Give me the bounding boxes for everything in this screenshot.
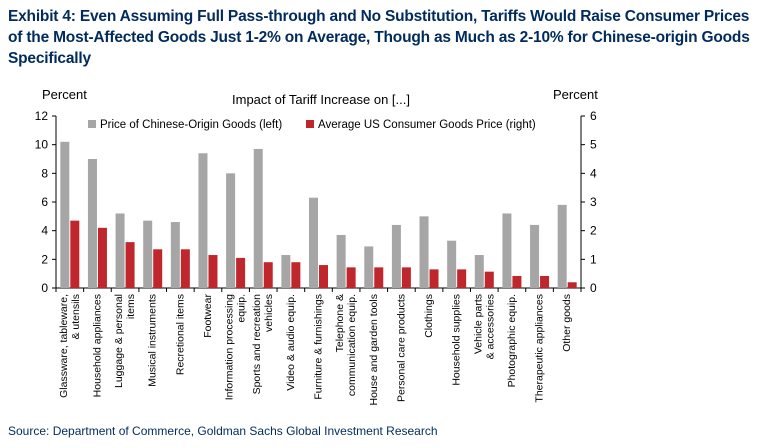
right-tick-label: 1 [590, 252, 597, 266]
right-axis-unit: Percent [553, 87, 598, 102]
left-tick-label: 2 [41, 252, 48, 266]
bar-us-average [263, 262, 273, 288]
category-label: Musical instruments [147, 294, 159, 387]
category-label: & accessories [484, 294, 496, 359]
legend-label-right: Average US Consumer Goods Price (right) [318, 119, 536, 131]
bar-us-average [236, 257, 246, 288]
category-label: Vehicle parts [472, 294, 484, 354]
bar-chinese-origin [281, 255, 291, 288]
bar-chinese-origin [557, 204, 567, 288]
left-tick-label: 0 [41, 281, 48, 295]
category-label: Photographic equip. [506, 294, 518, 387]
left-axis-unit: Percent [42, 87, 87, 102]
bar-us-average [291, 262, 301, 288]
category-label: equip. [236, 294, 248, 323]
bar-chinese-origin [143, 220, 153, 288]
category-label: Telephone & [334, 294, 346, 352]
chart-title: Impact of Tariff Increase on [...] [232, 92, 410, 107]
legend-swatch-left [88, 120, 96, 128]
category-label: Clothings [423, 294, 435, 338]
left-tick-label: 8 [41, 166, 48, 180]
category-labels: Glassware, tableware, & utensils Household… [58, 294, 573, 406]
bar-us-average [70, 220, 80, 288]
right-tick-label: 4 [590, 166, 597, 180]
bar-chinese-origin [115, 213, 125, 288]
category-label: Glassware, tableware, [58, 294, 70, 398]
bar-us-average [180, 249, 190, 288]
category-label: Video & audio equip. [285, 294, 297, 391]
bar-us-average [125, 242, 135, 288]
category-label: vehicles [263, 294, 275, 332]
bar-chinese-origin [226, 173, 236, 288]
category-label: Household supplies [451, 294, 463, 386]
category-label: & utensils [70, 294, 82, 340]
right-tick-label: 6 [590, 109, 597, 123]
bar-us-average [512, 275, 522, 288]
left-tick-label: 10 [35, 138, 49, 152]
category-label: Luggage & personal [113, 294, 125, 388]
legend-label-left: Price of Chinese-Origin Goods (left) [100, 119, 282, 131]
bar-us-average [401, 267, 411, 288]
exhibit-title: Exhibit 4: Even Assuming Full Pass-throu… [8, 8, 750, 67]
source-note: Source: Department of Commerce, Goldman … [8, 424, 438, 438]
category-label: Recretional items [174, 294, 186, 375]
bar-chinese-origin [502, 213, 512, 288]
bar-chinese-origin [170, 222, 180, 288]
category-label: Footwear [202, 294, 214, 338]
right-tick-label: 0 [590, 281, 597, 295]
bar-chinese-origin [309, 197, 318, 288]
right-tick-label: 5 [590, 138, 597, 152]
bar-chinese-origin [419, 216, 429, 288]
category-label: House and garden tools [368, 294, 380, 406]
bar-chinese-origin [253, 148, 263, 288]
legend-swatch-right [306, 120, 314, 128]
bar-us-average [374, 267, 384, 288]
category-label: Furniture & furnishings [313, 294, 325, 400]
bar-us-average [484, 271, 494, 288]
bar-us-average [540, 275, 550, 288]
category-label: communication equip. [346, 294, 358, 396]
bar-chinese-origin [530, 224, 540, 288]
bar-us-average [346, 267, 356, 288]
bar-us-average [429, 269, 439, 288]
legend: Price of Chinese-Origin Goods (left) Ave… [88, 119, 536, 131]
bar-chinese-origin [336, 234, 346, 288]
bar-us-average [153, 249, 163, 288]
bar-us-average [208, 255, 218, 288]
bar-chinese-origin [87, 159, 97, 288]
bar-us-average [567, 282, 577, 288]
category-label: Personal care products [395, 294, 407, 402]
category-label: Therapeutic appliances [534, 294, 546, 403]
category-label: items [125, 294, 137, 319]
right-tick-label: 2 [590, 224, 597, 238]
bar-us-average [457, 269, 467, 288]
left-tick-label: 12 [35, 109, 49, 123]
left-tick-label: 4 [41, 224, 48, 238]
bar-chinese-origin [474, 255, 484, 288]
category-label: Household appliances [91, 294, 103, 397]
bar-us-average [319, 265, 328, 288]
bar-chinese-origin [447, 240, 457, 288]
bar-chinese-origin [60, 141, 70, 288]
bar-chinese-origin [364, 246, 374, 288]
bar-us-average [97, 227, 107, 288]
category-label: Sports and recreation [251, 294, 263, 395]
category-label: Information processing [224, 294, 236, 400]
category-label: Other goods [561, 294, 573, 352]
right-tick-label: 3 [590, 195, 597, 209]
bars [60, 141, 577, 288]
left-tick-label: 6 [41, 195, 48, 209]
bar-chinese-origin [198, 153, 208, 288]
bar-chinese-origin [391, 224, 401, 288]
